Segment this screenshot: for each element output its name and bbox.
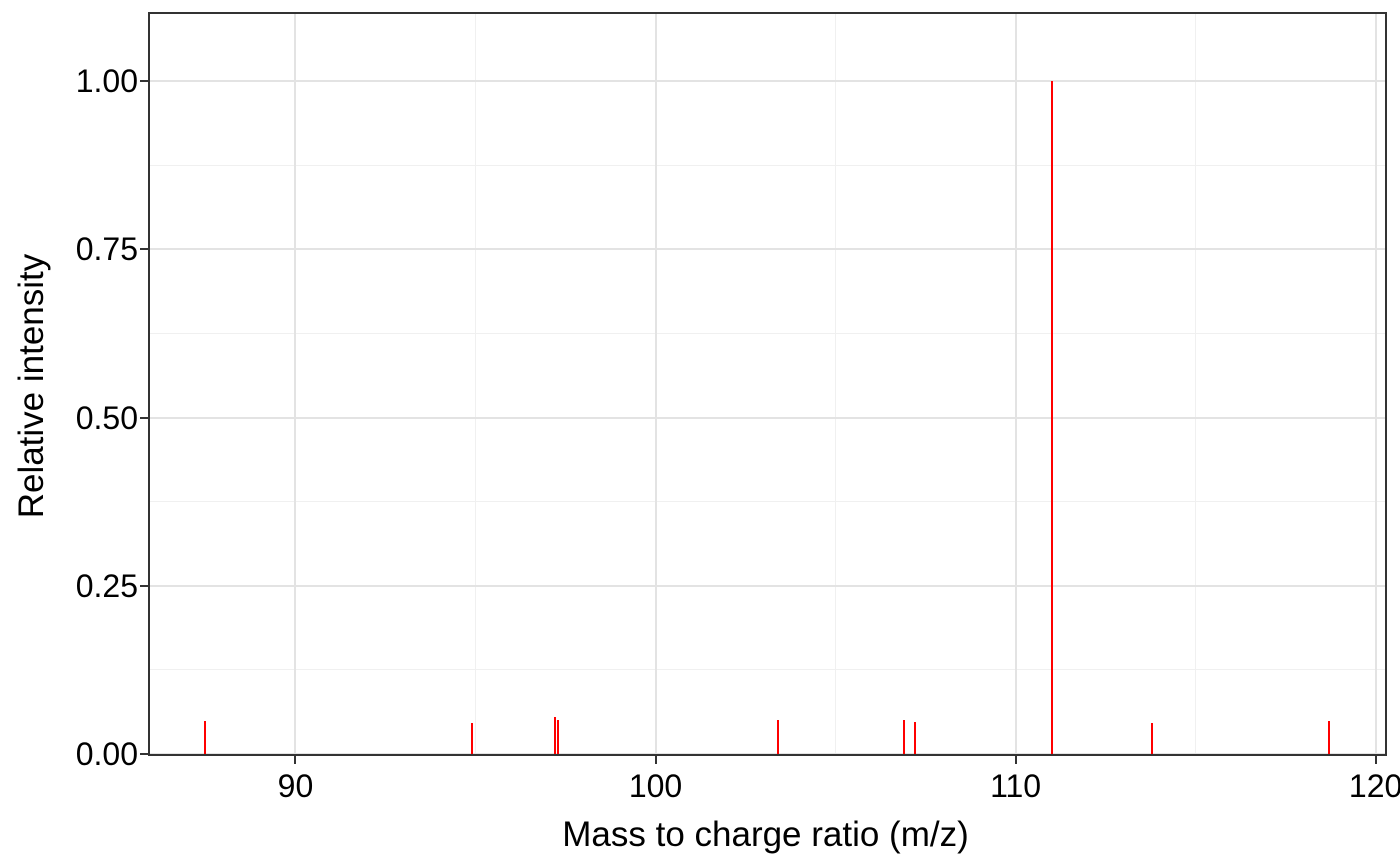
spectrum-peak [1050, 81, 1053, 754]
x-tick-label: 90 [277, 768, 314, 804]
x-major-gridline [654, 14, 657, 754]
y-tick-mark [140, 753, 148, 755]
y-tick-label: 0.00 [75, 736, 138, 772]
plot-area [150, 14, 1385, 754]
y-minor-gridline [150, 333, 1385, 335]
x-major-gridline [1374, 14, 1377, 754]
x-tick-label: 100 [628, 768, 683, 804]
y-tick-label: 1.00 [75, 63, 138, 100]
y-major-gridline [150, 248, 1385, 251]
y-tick-label: 0.75 [75, 231, 138, 268]
y-tick-mark [140, 248, 148, 251]
y-major-gridline [150, 80, 1385, 83]
spectrum-peak [204, 721, 207, 754]
spectrum-peak [1327, 721, 1330, 754]
x-tick-mark [1014, 756, 1017, 764]
y-major-gridline [150, 416, 1385, 419]
x-tick-mark [294, 756, 297, 764]
x-major-gridline [1014, 14, 1017, 754]
x-tick-mark [1374, 756, 1377, 764]
spectrum-peak [902, 719, 905, 754]
x-axis-title: Mass to charge ratio (m/z) [562, 815, 969, 854]
x-tick-mark [654, 756, 657, 764]
y-minor-gridline [150, 501, 1385, 503]
spectrum-peak [1151, 723, 1154, 754]
y-tick-label: 0.25 [75, 567, 138, 604]
y-tick-mark [140, 80, 148, 83]
x-major-gridline [294, 14, 297, 754]
spectrum-peak [557, 719, 560, 754]
y-minor-gridline [150, 669, 1385, 671]
y-tick-label: 0.50 [75, 399, 138, 436]
y-minor-gridline [150, 164, 1385, 166]
x-minor-gridline [835, 14, 837, 754]
x-tick-label: 120 [1348, 768, 1400, 804]
spectrum-peak [913, 721, 916, 754]
x-tick-label: 110 [990, 768, 1042, 804]
x-minor-gridline [474, 14, 476, 754]
spectrum-peak [776, 720, 779, 754]
spectrum-peak [553, 717, 556, 754]
y-tick-mark [140, 416, 148, 419]
y-tick-mark [140, 584, 148, 587]
y-major-gridline [150, 753, 1385, 754]
y-major-gridline [150, 584, 1385, 587]
plot-panel [148, 12, 1387, 756]
x-minor-gridline [1195, 14, 1197, 754]
spectrum-peak [470, 723, 473, 754]
